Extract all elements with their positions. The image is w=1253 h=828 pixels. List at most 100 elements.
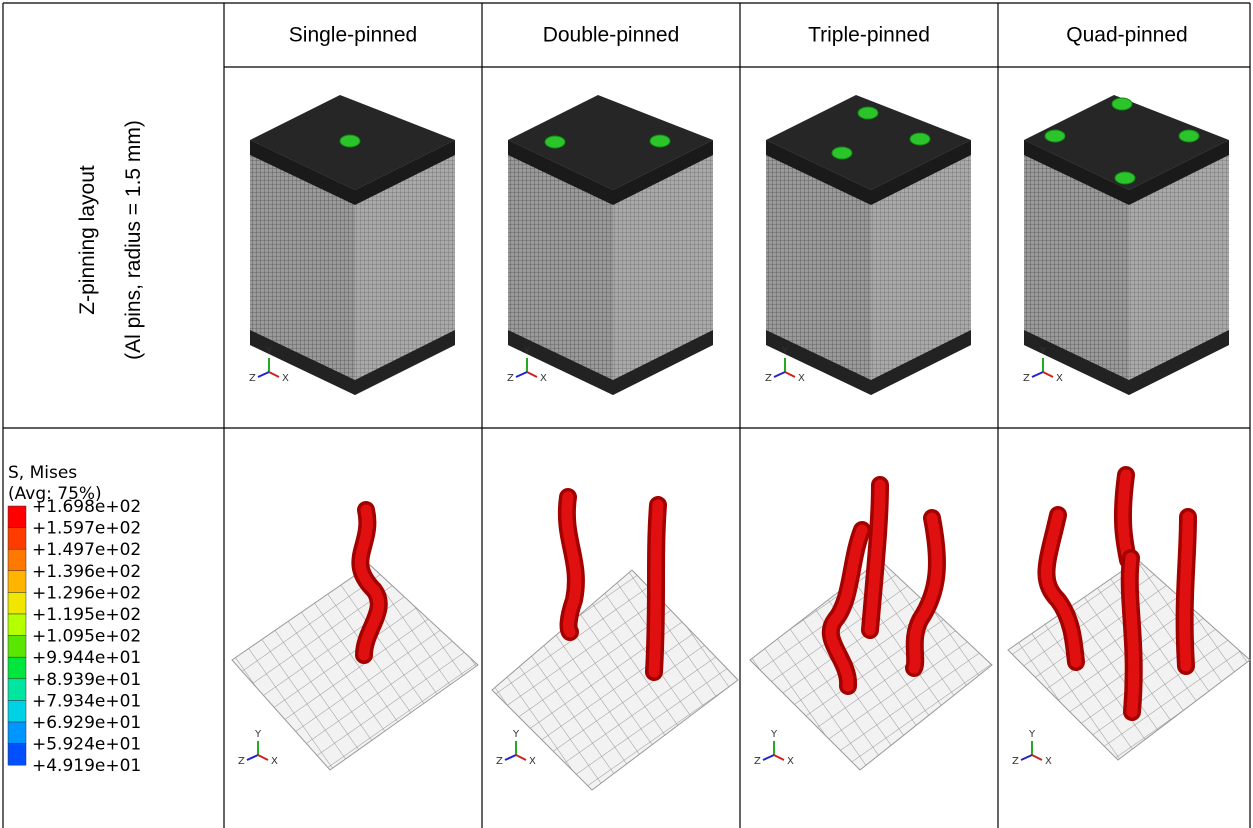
triad-label: Z <box>238 756 245 767</box>
legend-swatch <box>8 744 26 766</box>
triad-x <box>785 372 795 377</box>
triad-label: Z <box>754 756 761 767</box>
pin-top <box>1115 172 1135 184</box>
pin-top <box>910 133 930 145</box>
legend-value: +7.934e+01 <box>32 691 141 711</box>
specimen-cube <box>766 95 971 395</box>
triad-x <box>527 372 537 377</box>
triad-x <box>1043 372 1053 377</box>
legend-swatch <box>8 657 26 679</box>
legend-swatch <box>8 679 26 701</box>
triad-x <box>269 372 279 377</box>
pin-top <box>545 136 565 148</box>
pin-deformed-core <box>1123 475 1128 560</box>
row-label: Z-pinning layout <box>76 165 99 315</box>
triad-label: X <box>529 756 536 767</box>
legend-value: +6.929e+01 <box>32 713 141 733</box>
pin-top <box>1045 130 1065 142</box>
triad-x <box>516 755 526 760</box>
triad-z <box>763 755 774 760</box>
legend-value: +1.698e+02 <box>32 497 141 517</box>
simulation-result <box>492 497 738 790</box>
base-plane <box>232 565 478 770</box>
simulation-result <box>232 510 478 770</box>
specimen-cube <box>508 95 713 395</box>
triad-label: X <box>1056 373 1063 384</box>
triad-label: Y <box>254 729 262 740</box>
pin-top <box>650 135 670 147</box>
legend-value: +8.939e+01 <box>32 670 141 690</box>
legend-value: +1.597e+02 <box>32 519 141 539</box>
triad-z <box>774 372 785 377</box>
column-header: Triple-pinned <box>808 24 930 47</box>
legend-value: +1.396e+02 <box>32 562 141 582</box>
triad-label: Y <box>770 729 778 740</box>
legend-value: +4.919e+01 <box>32 756 141 776</box>
legend-value: +9.944e+01 <box>32 648 141 668</box>
triad-z <box>1032 372 1043 377</box>
legend-swatch <box>8 506 26 528</box>
triad-z <box>258 372 269 377</box>
legend-value: +1.195e+02 <box>32 605 141 625</box>
pin-top <box>340 135 360 147</box>
figure-table: Z-pinning layout (Al pins, radius = 1.5 … <box>0 0 1253 828</box>
legend-value: +1.296e+02 <box>32 583 141 603</box>
legend-swatch <box>8 571 26 593</box>
triad-x <box>258 755 268 760</box>
triad-z <box>1021 755 1032 760</box>
triad-label: Z <box>765 373 772 384</box>
triad-label: Y <box>523 346 531 357</box>
triad-label: Z <box>249 373 256 384</box>
legend-swatch <box>8 700 26 722</box>
legend-value: +1.095e+02 <box>32 627 141 647</box>
specimen-cube <box>250 95 455 395</box>
axis-triad: Y Z X <box>238 729 278 767</box>
legend-swatch <box>8 528 26 550</box>
pin-top <box>832 147 852 159</box>
pin-deformed-core <box>654 505 658 672</box>
pin-top <box>1179 130 1199 142</box>
triad-x <box>774 755 784 760</box>
triad-label: Y <box>265 346 273 357</box>
pin-top <box>1112 98 1132 110</box>
axis-triad: Y Z X <box>496 729 536 767</box>
simulation-result <box>750 485 992 770</box>
triad-x <box>1032 755 1042 760</box>
legend-swatch <box>8 549 26 571</box>
triad-label: X <box>798 373 805 384</box>
triad-label: Y <box>512 729 520 740</box>
triad-z <box>516 372 527 377</box>
triad-label: X <box>540 373 547 384</box>
axis-triad: Y Z X <box>754 729 794 767</box>
row-label: (Al pins, radius = 1.5 mm) <box>122 120 145 360</box>
column-header: Quad-pinned <box>1066 24 1187 47</box>
pin-deformed-core <box>1185 517 1188 666</box>
triad-label: Y <box>781 346 789 357</box>
pin-deformed-core <box>1130 558 1134 712</box>
triad-label: Z <box>496 756 503 767</box>
triad-label: X <box>1045 756 1052 767</box>
simulation-result <box>1008 475 1250 760</box>
legend-swatch <box>8 592 26 614</box>
legend-value: +5.924e+01 <box>32 735 141 755</box>
triad-label: Z <box>1023 373 1030 384</box>
triad-label: Y <box>1028 729 1036 740</box>
legend-value: +1.497e+02 <box>32 540 141 560</box>
triad-label: Z <box>507 373 514 384</box>
specimen-cube <box>1024 95 1229 395</box>
legend-swatch <box>8 722 26 744</box>
triad-z <box>247 755 258 760</box>
legend-swatch <box>8 614 26 636</box>
triad-label: X <box>282 373 289 384</box>
legend-swatch <box>8 636 26 658</box>
column-header: Double-pinned <box>543 24 680 47</box>
legend-title: S, Mises <box>8 463 77 483</box>
triad-z <box>505 755 516 760</box>
column-header: Single-pinned <box>289 24 417 47</box>
triad-label: Z <box>1012 756 1019 767</box>
triad-label: X <box>787 756 794 767</box>
pin-top <box>858 107 878 119</box>
triad-label: Y <box>1039 346 1047 357</box>
axis-triad: Y Z X <box>1012 729 1052 767</box>
triad-label: X <box>271 756 278 767</box>
